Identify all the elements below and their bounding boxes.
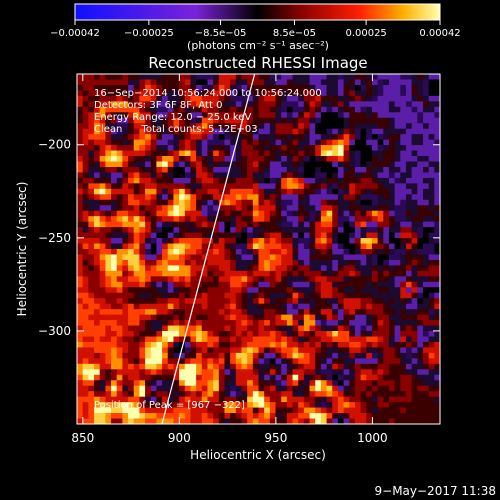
colorbar-tick-label: 8.5e−05: [273, 28, 316, 39]
y-tick-label: −250: [38, 231, 71, 245]
colorbar-ticks: −0.00042 −0.00025 −8.5e−05 8.5e−05 0.00025 0.…: [50, 20, 461, 39]
x-axis-ticks: 850 900 950 1000: [71, 74, 388, 445]
annotation-peak-position: Position of Peak = [967 −322]: [94, 400, 245, 411]
y-axis-label: Heliocentric Y (arcsec): [15, 182, 29, 317]
colorbar: [74, 3, 441, 21]
x-tick-label: 950: [264, 431, 287, 445]
annotation-time-range: 16−Sep−2014 10:56:24.000 to 10:56:24.000: [94, 88, 322, 99]
y-tick-label: −300: [38, 324, 71, 338]
y-axis-ticks: −200 −250 −300: [38, 138, 440, 338]
colorbar-unit-label: (photons cm⁻² s⁻¹ asec⁻²): [187, 39, 329, 52]
x-tick-label: 900: [168, 431, 191, 445]
annotation-clean-counts: Clean Total counts: 5.12E+03: [94, 124, 258, 135]
colorbar-tick-label: 0.00025: [345, 28, 386, 39]
x-tick-label: 850: [71, 431, 94, 445]
colorbar-tick-label: −0.00025: [124, 28, 174, 39]
y-tick-label: −200: [38, 138, 71, 152]
chart-title: Reconstructed RHESSI Image: [148, 54, 367, 72]
annotation-energy-range: Energy Range: 12.0 − 25.0 keV: [94, 112, 251, 123]
footer-timestamp: 9−May−2017 11:38: [375, 484, 497, 498]
colorbar-tick-label: −8.5e−05: [195, 28, 247, 39]
colorbar-tick-label: 0.00042: [419, 28, 460, 39]
x-tick-label: 1000: [357, 431, 388, 445]
solar-limb-line: [161, 74, 256, 424]
heatmap-image: [77, 74, 440, 424]
colorbar-tick-label: −0.00042: [50, 28, 100, 39]
x-axis-label: Heliocentric X (arcsec): [190, 448, 326, 462]
plot-frame: [76, 73, 441, 425]
annotation-detectors: Detectors: 3F 6F 8F, Att 0: [94, 100, 222, 111]
